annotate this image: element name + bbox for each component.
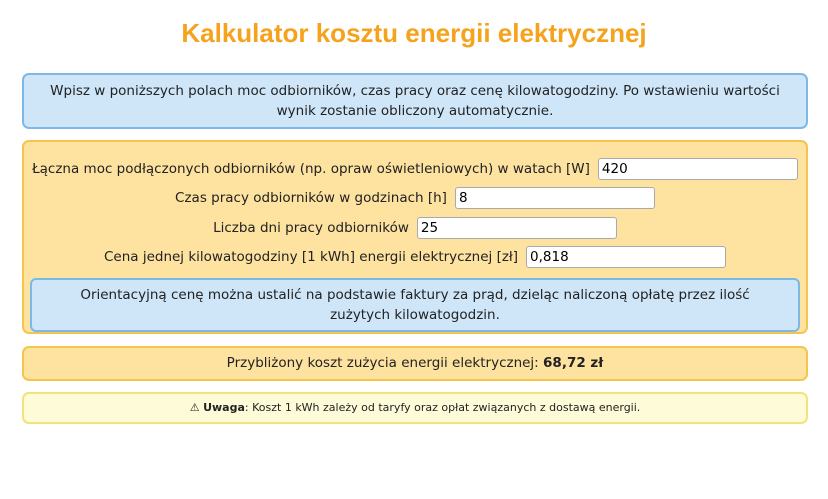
- warning-icon: ⚠: [189, 401, 200, 414]
- result-value: 68,72 zł: [543, 355, 604, 371]
- price-hint: Orientacyjną cenę można ustalić na podst…: [30, 278, 800, 332]
- price-label: Cena jednej kilowatogodziny [1 kWh] ener…: [103, 249, 519, 266]
- days-row: Liczba dni pracy odbiorników: [24, 213, 806, 243]
- power-row: Łączna moc podłączonych odbiorników (np.…: [24, 154, 806, 184]
- result-label: Przybliżony koszt zużycia energii elektr…: [226, 355, 539, 371]
- price-row: Cena jednej kilowatogodziny [1 kWh] ener…: [24, 243, 806, 273]
- result-box: Przybliżony koszt zużycia energii elektr…: [22, 346, 808, 381]
- instructions-box: Wpisz w poniższych polach moc odbiornikó…: [22, 73, 808, 129]
- page-title: Kalkulator kosztu energii elektrycznej: [181, 18, 647, 48]
- hours-label: Czas pracy odbiorników w godzinach [h]: [175, 190, 447, 207]
- power-label: Łączna moc podłączonych odbiorników (np.…: [32, 160, 590, 177]
- hours-input[interactable]: [454, 187, 655, 210]
- warning-box: ⚠ Uwaga: Koszt 1 kWh zależy od taryfy or…: [22, 392, 808, 424]
- days-input[interactable]: [416, 216, 617, 239]
- days-label: Liczba dni pracy odbiorników: [213, 219, 409, 236]
- price-input[interactable]: [526, 246, 727, 269]
- calculator-form: Łączna moc podłączonych odbiorników (np.…: [22, 140, 808, 334]
- warning-text: : Koszt 1 kWh zależy od taryfy oraz opła…: [244, 401, 641, 414]
- warning-title: Uwaga: [203, 401, 245, 414]
- power-input[interactable]: [597, 157, 798, 180]
- hours-row: Czas pracy odbiorników w godzinach [h]: [24, 184, 806, 214]
